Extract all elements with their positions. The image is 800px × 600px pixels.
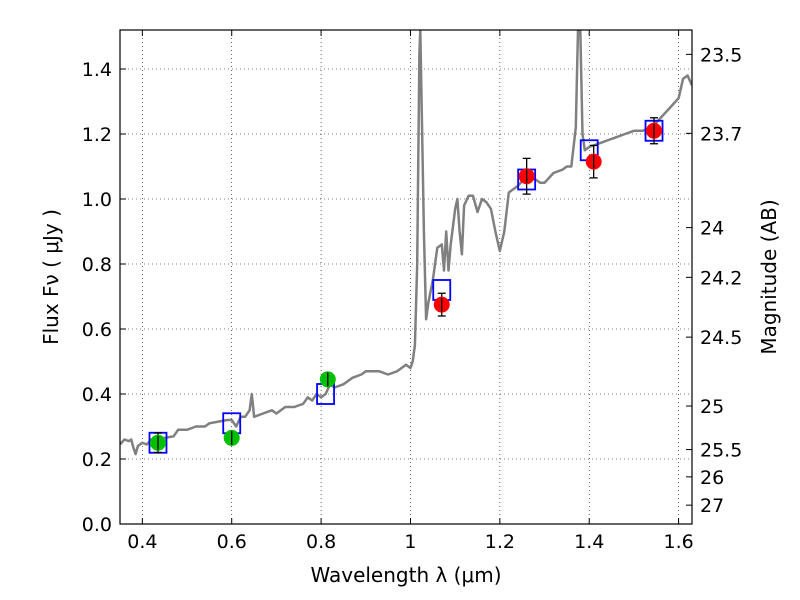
y-tick-label: 0.4 bbox=[82, 384, 112, 406]
y2-tick-label: 27 bbox=[700, 495, 724, 517]
x-tick-label: 1.2 bbox=[485, 531, 515, 553]
y-tick-label: 1.4 bbox=[82, 59, 112, 81]
y2-axis-title: Magnitude (AB) bbox=[757, 199, 781, 354]
plot-area bbox=[120, 30, 692, 456]
y2-tick-label: 25 bbox=[700, 396, 724, 418]
y2-tick-label: 25.5 bbox=[700, 440, 742, 462]
y-tick-label: 1.0 bbox=[82, 189, 112, 211]
x-axis-title: Wavelength λ (μm) bbox=[310, 563, 501, 587]
y-tick-label: 1.2 bbox=[82, 124, 112, 146]
ticks: 0.4 0.6 0.8 1 1.2 1.4 1.6 0.0 0.2 0.4 0.6 0.8 1.0 1.2… bbox=[82, 30, 742, 553]
model-spectrum-line bbox=[120, 30, 692, 456]
x-tick-label: 0.8 bbox=[306, 531, 336, 553]
x-tick-label: 0.4 bbox=[127, 531, 157, 553]
x-tick-label: 1.6 bbox=[663, 531, 693, 553]
y2-tick-label: 23.5 bbox=[700, 44, 742, 66]
x-tick-label: 1 bbox=[404, 531, 416, 553]
y-tick-label: 0.0 bbox=[82, 514, 112, 536]
y2-tick-label: 23.7 bbox=[700, 123, 742, 145]
y-tick-label: 0.6 bbox=[82, 319, 112, 341]
y-axis-title: Flux Fν ( μJy ) bbox=[39, 209, 63, 345]
y2-tick-label: 24 bbox=[700, 218, 724, 240]
y2-tick-label: 26 bbox=[700, 467, 724, 489]
x-tick-label: 1.4 bbox=[574, 531, 604, 553]
y2-tick-label: 24.2 bbox=[700, 267, 742, 289]
x-tick-label: 0.6 bbox=[217, 531, 247, 553]
y-tick-label: 0.2 bbox=[82, 449, 112, 471]
markers bbox=[148, 117, 664, 454]
y2-tick-label: 24.5 bbox=[700, 327, 742, 349]
y-tick-label: 0.8 bbox=[82, 254, 112, 276]
